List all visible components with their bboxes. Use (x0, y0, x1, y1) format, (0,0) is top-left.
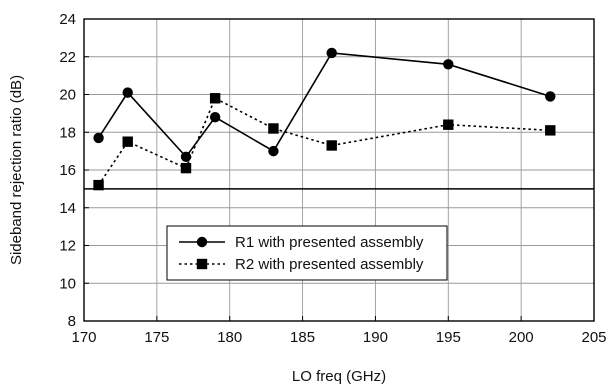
data-point-1 (268, 145, 279, 157)
series-line-2 (97, 97, 551, 186)
y-tick-label: 24 (59, 11, 76, 28)
data-point-1 (180, 151, 192, 162)
legend-label-2: R2 with presented assembly (235, 256, 424, 273)
x-tick-label: 175 (144, 329, 169, 346)
data-point-2 (93, 179, 104, 191)
y-tick-label: 8 (68, 313, 76, 330)
y-axis-title: Sideband rejection ratio (dB) (8, 75, 25, 265)
data-point-1 (93, 132, 104, 144)
data-point-1 (122, 87, 133, 98)
data-point-2 (545, 125, 556, 136)
x-tick-label: 190 (363, 329, 388, 346)
data-point-1 (443, 59, 454, 70)
x-tick-label: 205 (581, 329, 606, 346)
x-tick-label: 170 (71, 329, 96, 346)
data-point-2 (209, 93, 221, 104)
data-point-2 (268, 123, 279, 134)
legend-marker-2 (196, 258, 208, 270)
y-tick-label: 20 (59, 87, 76, 104)
x-tick-label: 200 (509, 329, 534, 346)
legend-marker-1 (196, 236, 208, 248)
series-line-1 (97, 52, 551, 159)
legend-box (166, 225, 448, 281)
data-point-2 (326, 140, 337, 151)
y-tick-label: 14 (59, 200, 76, 217)
x-tick-label: 195 (436, 329, 461, 346)
plot-frame (83, 18, 595, 322)
y-tick-label: 16 (59, 162, 76, 179)
data-point-1 (545, 91, 556, 102)
legend-label-1: R1 with presented assembly (235, 234, 424, 251)
legend: R1 with presented assembly R2 with presen… (166, 225, 448, 281)
data-point-2 (443, 119, 454, 130)
y-tick-label: 12 (59, 238, 76, 255)
data-point-2 (122, 136, 133, 147)
x-tick-label: 180 (217, 329, 242, 346)
y-tick-label: 10 (59, 275, 76, 292)
y-tick-label: 18 (59, 124, 76, 141)
series-group (93, 47, 556, 191)
data-point-1 (209, 111, 221, 123)
data-point-1 (326, 47, 337, 59)
x-axis-title: LO freq (GHz) (292, 368, 386, 385)
data-point-2 (180, 162, 192, 174)
y-tick-label: 22 (59, 49, 76, 66)
x-tick-label: 185 (290, 329, 315, 346)
tick-labels: 170 175 180 185 190 195 200 205 8 10 12 14 16 18 20 22 2… (59, 11, 606, 346)
